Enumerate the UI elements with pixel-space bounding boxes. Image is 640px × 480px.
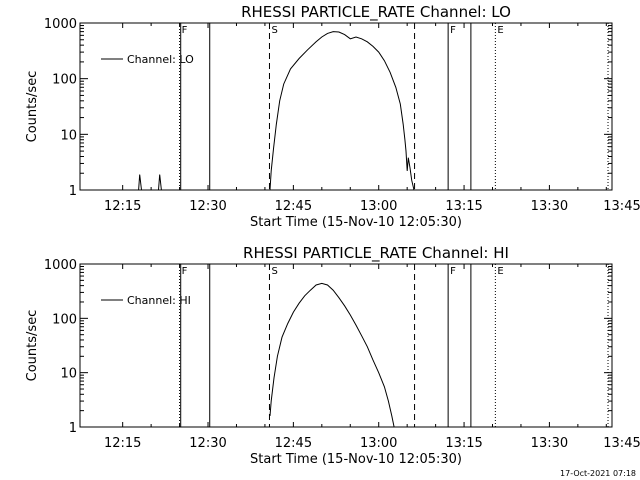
x-tick-label: 13:15 <box>445 436 482 451</box>
timestamp-footer: 17-Oct-2021 07:18 <box>560 469 636 478</box>
plot-frame <box>79 22 613 191</box>
y-axis-label: Counts/sec <box>25 310 40 382</box>
event-marker-label: F <box>182 266 188 277</box>
event-marker-label: S <box>271 25 277 36</box>
legend-label: Channel: LO <box>127 53 194 66</box>
x-tick-label: 13:00 <box>360 436 397 451</box>
x-tick-label: 12:45 <box>275 436 312 451</box>
chart-title: RHESSI PARTICLE_RATE Channel: LO <box>241 3 511 22</box>
series-line <box>269 282 395 428</box>
event-marker-label: E <box>497 266 503 277</box>
plot-frame <box>79 263 613 428</box>
x-axis-label: Start Time (15-Nov-10 12:05:30) <box>250 215 462 230</box>
panel-lo: RHESSI PARTICLE_RATE Channel: LO 12:15 12:… <box>25 3 640 230</box>
chart-title: RHESSI PARTICLE_RATE Channel: HI <box>243 244 509 263</box>
event-marker-label: F <box>450 266 456 277</box>
event-marker-label: E <box>497 25 503 36</box>
y-tick-label: 10 <box>60 367 77 382</box>
x-axis-label: Start Time (15-Nov-10 12:05:30) <box>250 452 462 467</box>
x-tick-label: 12:45 <box>275 199 312 214</box>
x-tick-label: 13:30 <box>531 199 568 214</box>
x-tick-label: 12:30 <box>189 199 226 214</box>
y-tick-label: 1000 <box>44 17 77 32</box>
series-line <box>138 31 415 191</box>
y-tick-label: 100 <box>52 312 77 327</box>
y-tick-label: 100 <box>52 73 77 88</box>
y-tick-label: 1000 <box>44 258 77 273</box>
panel-hi: RHESSI PARTICLE_RATE Channel: HI 12:15 12:… <box>25 244 640 467</box>
x-tick-label: 12:30 <box>189 436 226 451</box>
event-marker-label: F <box>450 25 456 36</box>
x-tick-label: 13:30 <box>531 436 568 451</box>
event-marker-label: F <box>182 25 188 36</box>
x-tick-label: 13:15 <box>445 199 482 214</box>
x-tick-label: 13:45 <box>603 436 640 451</box>
x-tick-label: 13:45 <box>603 199 640 214</box>
x-tick-label: 12:15 <box>104 199 141 214</box>
y-tick-label: 1 <box>69 421 77 436</box>
y-axis-label: Counts/sec <box>25 71 40 143</box>
x-tick-label: 12:15 <box>104 436 141 451</box>
y-tick-label: 10 <box>60 128 77 143</box>
event-marker-label: S <box>271 266 277 277</box>
x-tick-label: 13:00 <box>360 199 397 214</box>
y-tick-label: 1 <box>69 184 77 199</box>
legend-label: Channel: HI <box>127 294 191 307</box>
